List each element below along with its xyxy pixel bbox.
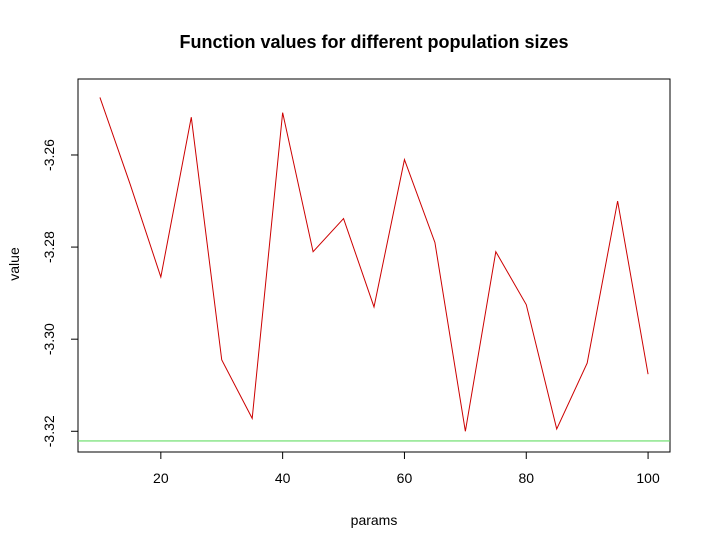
series-layer (100, 97, 648, 431)
y-tick-label: -3.28 (41, 231, 57, 263)
y-axis: -3.26 -3.28 -3.30 -3.32 (41, 139, 78, 447)
y-tick-label: -3.32 (41, 415, 57, 447)
plot-frame (78, 79, 670, 452)
series-line (100, 97, 648, 431)
x-axis: 20 40 60 80 100 (153, 452, 660, 486)
y-tick-label: -3.26 (41, 139, 57, 171)
chart-title: Function values for different population… (179, 32, 568, 52)
y-axis-label: value (6, 247, 22, 281)
x-tick-label: 100 (636, 470, 660, 486)
x-tick-label: 20 (153, 470, 169, 486)
x-tick-label: 40 (275, 470, 291, 486)
x-tick-label: 80 (518, 470, 534, 486)
y-tick-label: -3.30 (41, 323, 57, 355)
x-axis-label: params (351, 512, 398, 528)
x-tick-label: 60 (397, 470, 413, 486)
